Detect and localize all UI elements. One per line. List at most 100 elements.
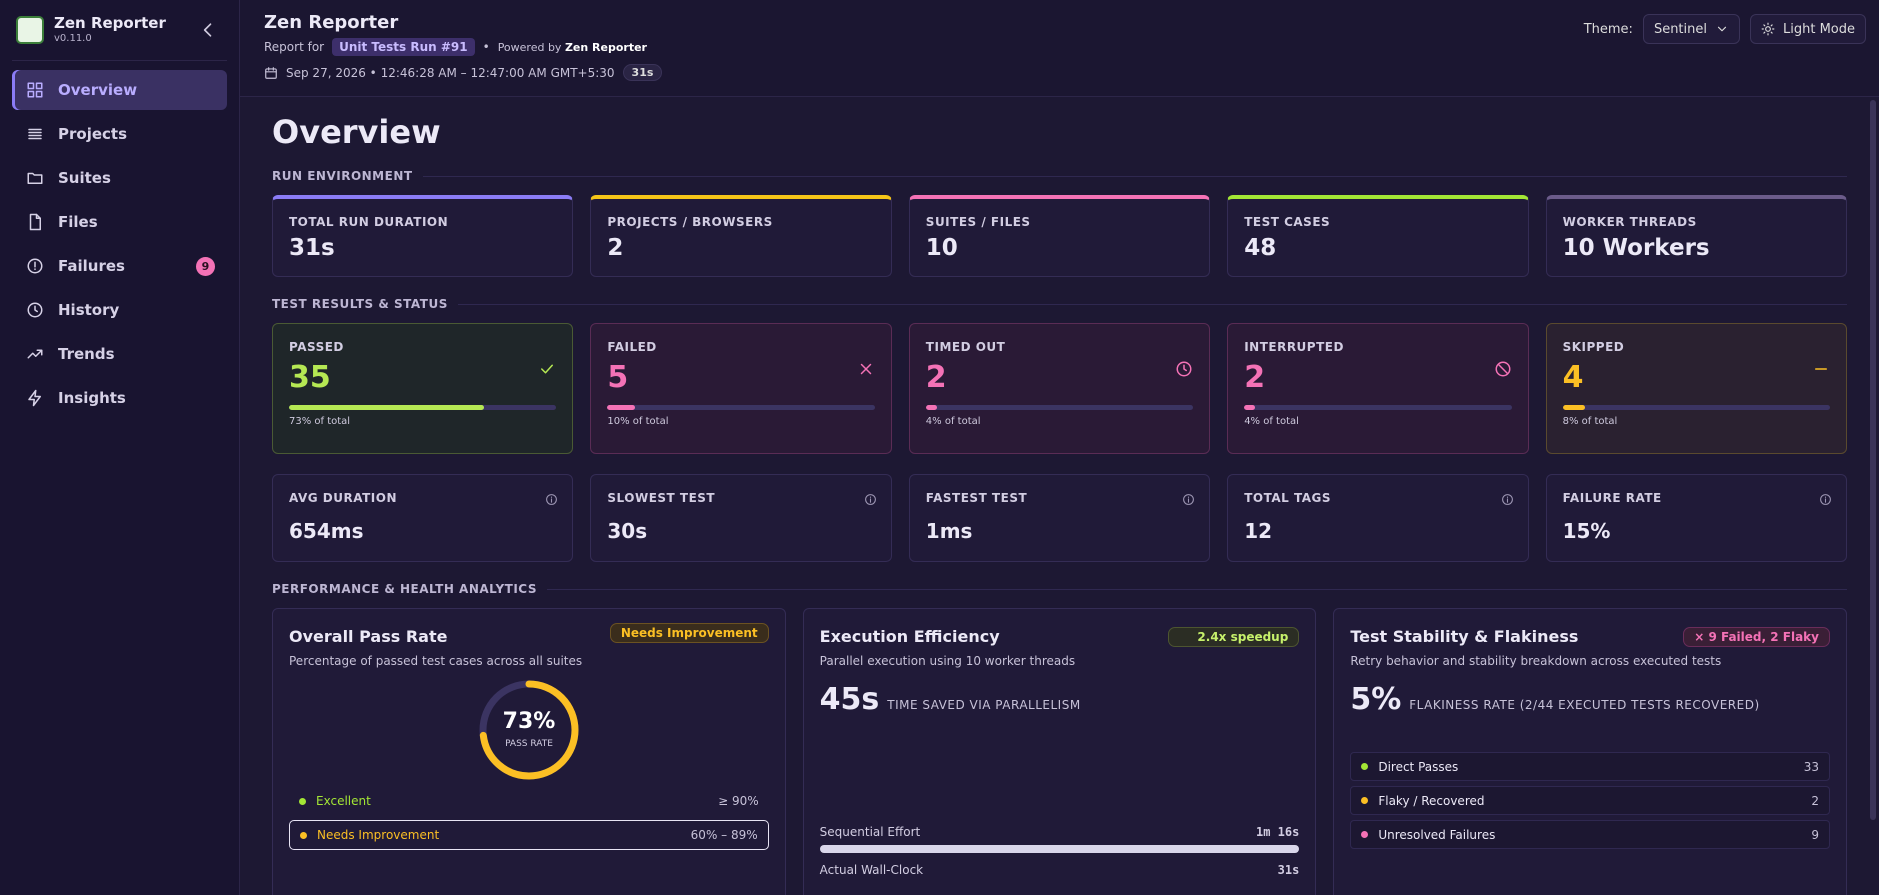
card-label: FASTEST TEST	[925, 491, 1028, 506]
donut-chart: 73% PASS RATE	[479, 680, 579, 780]
card-label: TOTAL RUN DURATION	[289, 215, 449, 230]
card-value: 31s	[289, 235, 335, 262]
card-label: WORKER THREADS	[1562, 215, 1697, 230]
dropdown-icon	[1717, 26, 1727, 32]
progress-fill	[289, 405, 484, 411]
big-caption: TIME SAVED VIA PARALLELISM	[887, 698, 1081, 713]
nav-icon	[27, 349, 43, 359]
card-label: TIMED OUT	[925, 340, 1006, 355]
card-title: Test Stability & Flakiness	[1350, 627, 1579, 647]
big-number: 5%	[1350, 682, 1402, 718]
app-version: v0.11.0	[54, 33, 92, 44]
progress-note: 4% of total	[925, 416, 981, 428]
effort-row: Actual Wall-Clock 31s	[820, 863, 1300, 877]
nav-item[interactable]: Insights	[12, 378, 227, 418]
page-title: Overview	[272, 113, 441, 151]
effort-value: 1m 16s	[1255, 825, 1300, 840]
header-controls: Theme: Sentinel Light Mode	[1584, 14, 1866, 44]
nav-item[interactable]: Suites	[12, 158, 227, 198]
report-title: Zen Reporter	[264, 12, 399, 33]
nav-item[interactable]: Projects	[12, 114, 227, 154]
section-heading: RUN ENVIRONMENT	[272, 169, 1847, 183]
pass-rate-card: Overall Pass Rate Needs Improvement Percen…	[272, 608, 786, 895]
status-icon	[860, 364, 872, 375]
nav-label: Overview	[58, 81, 138, 99]
effort-row: Sequential Effort 1m 16s	[820, 825, 1300, 839]
result-count: 2	[925, 360, 947, 396]
collapse-button[interactable]	[198, 20, 218, 40]
nav-item[interactable]: Failures 9	[12, 246, 227, 286]
nav-icon	[27, 302, 43, 318]
nav-item[interactable]: Files	[12, 202, 227, 242]
effort-label: Sequential Effort	[819, 825, 921, 840]
spacer	[1350, 717, 1830, 747]
metric-card: FASTEST TEST 1ms	[908, 474, 1211, 563]
progress-track	[1562, 405, 1830, 411]
legend-range: 60% – 89%	[690, 828, 758, 843]
metric-card: FAILURE RATE 15%	[1545, 474, 1847, 563]
progress-fill	[607, 405, 636, 411]
nav-item[interactable]: Overview	[12, 70, 227, 110]
legend-label: Needs Improvement	[317, 828, 440, 843]
progress-note: 4% of total	[1244, 416, 1299, 428]
nav-label: Suites	[58, 169, 111, 187]
results-grid: PASSED 35 73% of total FAILED 5 10% of total T…	[272, 323, 1847, 455]
powered-by: Powered by Zen Reporter	[498, 41, 647, 54]
metric-card: AVG DURATION 654ms	[272, 474, 574, 563]
environment-grid: TOTAL RUN DURATION 31s PROJECTS / BROWSERS…	[272, 195, 1847, 278]
card-title: Overall Pass Rate	[289, 627, 448, 647]
card-value: 10 Workers	[1562, 235, 1710, 262]
card-value: 15%	[1562, 519, 1611, 544]
progress-fill	[1244, 405, 1256, 411]
effort-bar	[819, 845, 1300, 854]
result-count: 2	[1244, 360, 1266, 396]
progress-fill	[925, 405, 937, 411]
big-number: 45s	[819, 682, 880, 718]
result-count: 4	[1562, 360, 1584, 396]
card-label: TEST CASES	[1244, 215, 1331, 230]
status-icon	[1814, 368, 1827, 371]
report-date: Sep 27, 2026 • 12:46:28 AM – 12:47:00 AM…	[286, 65, 615, 80]
header: Zen Reporter Report for Unit Tests Run #91…	[240, 0, 1879, 97]
light-mode-button[interactable]: Light Mode	[1750, 14, 1866, 44]
row-dot	[1361, 763, 1369, 771]
main-content: Overview RUN ENVIRONMENT TOTAL RUN DURATIO…	[240, 97, 1879, 895]
info-icon	[546, 494, 558, 506]
row-label: Flaky / Recovered	[1378, 793, 1485, 808]
efficiency-card: Execution Efficiency 2.4x speedup Parallel…	[802, 608, 1317, 895]
progress-track	[289, 405, 557, 411]
nav-label: History	[58, 301, 120, 319]
theme-value: Sentinel	[1653, 21, 1707, 37]
row-value: 33	[1803, 759, 1819, 774]
nav-item[interactable]: Trends	[12, 334, 227, 374]
result-count: 5	[607, 360, 629, 396]
card-value: 1ms	[925, 519, 973, 544]
card-value: 10	[925, 235, 958, 262]
section-heading: PERFORMANCE & HEALTH ANALYTICS	[272, 582, 1847, 596]
card-label: PASSED	[289, 340, 344, 355]
environment-card: SUITES / FILES 10	[908, 195, 1211, 278]
environment-card: TEST CASES 48	[1227, 195, 1529, 278]
card-title: Execution Efficiency	[819, 627, 1000, 647]
nav-icon	[27, 172, 43, 184]
chevron-icon	[203, 23, 212, 37]
duration-pill: 31s	[622, 64, 663, 81]
scrollbar	[1870, 100, 1876, 820]
sidebar: Zen Reporter v0.11.0 Overview Projects Suite…	[0, 0, 240, 895]
light-mode-label: Light Mode	[1783, 21, 1855, 37]
card-subtitle: Retry behavior and stability breakdown a…	[1350, 654, 1722, 669]
card-subtitle: Percentage of passed test cases across a…	[289, 654, 583, 669]
stability-row: Unresolved Failures 9	[1350, 820, 1830, 850]
row-value: 2	[1811, 793, 1819, 808]
theme-select[interactable]: Sentinel	[1642, 14, 1740, 44]
result-card: SKIPPED 4 8% of total	[1545, 323, 1847, 455]
row-dot	[1361, 831, 1369, 839]
legend-dot	[299, 797, 306, 805]
nav-item[interactable]: History	[12, 290, 227, 330]
report-date-row: Sep 27, 2026 • 12:46:28 AM – 12:47:00 AM…	[264, 64, 663, 81]
section-heading: TEST RESULTS & STATUS	[272, 297, 1847, 311]
progress-fill	[1562, 405, 1585, 411]
nav-label: Files	[58, 213, 98, 231]
card-subtitle: Parallel execution using 10 worker threa…	[819, 654, 1076, 669]
